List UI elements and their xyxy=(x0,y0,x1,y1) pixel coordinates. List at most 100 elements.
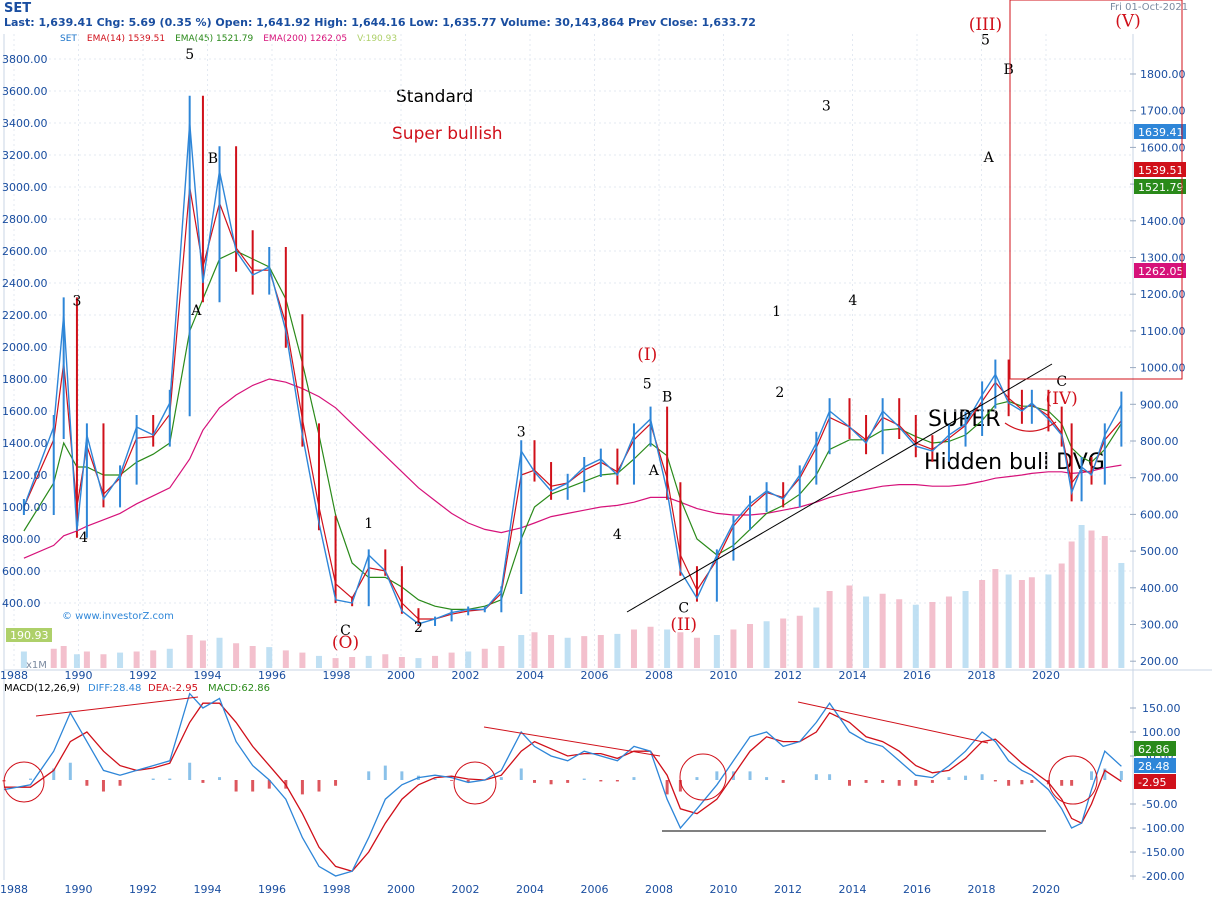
volume-bar xyxy=(415,658,422,668)
volume-bar xyxy=(150,650,157,668)
macd-badge: 28.48 xyxy=(1138,760,1170,773)
volume-bar xyxy=(432,655,439,668)
right-axis-tick: 1000.00 xyxy=(1140,362,1186,375)
axes: 3800.003600.003400.003200.003000.002800.… xyxy=(0,34,1212,896)
volume-bar xyxy=(60,646,67,668)
left-axis-tick: 3400.00 xyxy=(2,117,48,130)
macd-diff-label: DIFF:28.48 xyxy=(88,683,141,694)
volume-bar xyxy=(20,651,27,668)
right-axis-tick: 900.00 xyxy=(1140,398,1179,411)
year-tick-bottom: 2016 xyxy=(903,883,931,896)
volume-bar xyxy=(332,658,339,668)
volume-bar xyxy=(1068,541,1075,668)
right-axis-tick: 1400.00 xyxy=(1140,215,1186,228)
left-axis-tick: 2000.00 xyxy=(2,341,48,354)
macd-divergence-line xyxy=(797,701,989,744)
year-tick: 2004 xyxy=(516,669,544,682)
year-tick: 2010 xyxy=(710,669,738,682)
volume-bar xyxy=(117,652,124,668)
wave-label: 3 xyxy=(72,293,81,309)
wave-label: 1 xyxy=(772,304,781,320)
volume-bar xyxy=(763,621,770,668)
volume-bar xyxy=(992,569,999,668)
macd-dea-label: DEA:-2.95 xyxy=(148,683,198,694)
volume-bar xyxy=(677,632,684,668)
right-axis-tick: 200.00 xyxy=(1140,655,1179,668)
wave-label: 5 xyxy=(981,33,990,49)
year-tick: 2014 xyxy=(839,669,867,682)
year-tick-bottom: 1998 xyxy=(323,883,351,896)
volume-bar xyxy=(249,646,256,668)
volume-bar xyxy=(730,629,737,668)
date-label: Fri 01-Oct-2021 xyxy=(1110,2,1188,13)
year-tick-bottom: 1988 xyxy=(0,883,28,896)
volume-bar xyxy=(796,615,803,668)
volume-bar xyxy=(581,636,588,668)
volume-bar xyxy=(50,648,57,668)
volume-bar xyxy=(133,651,140,668)
volume-badge: 190.93 xyxy=(10,629,49,642)
crossover-circle xyxy=(1048,755,1098,805)
right-axis-tick: 700.00 xyxy=(1140,472,1179,485)
volume-bar xyxy=(912,604,919,668)
volume-bar xyxy=(216,637,223,668)
volume-bar xyxy=(597,635,604,668)
year-tick: 1998 xyxy=(323,669,351,682)
right-axis-tick: 400.00 xyxy=(1140,582,1179,595)
volume-bar xyxy=(962,591,969,668)
crossover-circle xyxy=(3,761,45,803)
volume-bar xyxy=(1058,563,1065,668)
volume-bar xyxy=(498,646,505,668)
volume-bar xyxy=(614,633,621,668)
drawings xyxy=(3,0,1183,832)
price-badge-bg xyxy=(1134,124,1186,139)
wave-label: (II) xyxy=(670,615,697,635)
annotation-hidden-bull: Hidden bull DVG xyxy=(924,450,1105,475)
volume-bar xyxy=(1028,577,1035,668)
left-axis-tick: 2200.00 xyxy=(2,309,48,322)
highlight-box xyxy=(1009,0,1183,380)
left-axis-tick: 400.00 xyxy=(2,597,41,610)
macd-axis-tick: 150.00 xyxy=(1142,702,1181,715)
wave-label: A xyxy=(983,150,995,166)
right-axis-tick: 1700.00 xyxy=(1140,105,1186,118)
year-tick: 2006 xyxy=(581,669,609,682)
macd-axis-tick: -50.00 xyxy=(1142,798,1177,811)
wave-label: 4 xyxy=(848,293,857,309)
wave-label: 5 xyxy=(643,377,652,393)
annotation-super-bullish: Super bullish xyxy=(392,124,503,144)
volume-bar xyxy=(664,629,671,668)
volume-bar xyxy=(879,593,886,668)
volume-bar xyxy=(1045,574,1052,668)
volume-bar xyxy=(1078,525,1085,668)
volume-bar xyxy=(564,637,571,668)
volume-bar xyxy=(826,591,833,668)
volume-bar xyxy=(531,632,538,668)
wave-label: (I) xyxy=(637,345,657,365)
year-tick: 1996 xyxy=(258,669,286,682)
year-tick-bottom: 2018 xyxy=(968,883,996,896)
price-badge-bg xyxy=(1134,263,1186,278)
volume-bar xyxy=(647,626,654,668)
year-tick: 2018 xyxy=(968,669,996,682)
wave-label: 5 xyxy=(185,47,194,63)
left-axis-tick: 1800.00 xyxy=(2,373,48,386)
year-tick-bottom: 2004 xyxy=(516,883,544,896)
right-axis-tick: 300.00 xyxy=(1140,619,1179,632)
volume-bar xyxy=(713,635,720,668)
wave-label: B xyxy=(1003,62,1013,78)
volume-bar xyxy=(548,635,555,668)
right-axis-tick: 1200.00 xyxy=(1140,288,1186,301)
right-axis-tick: 1800.00 xyxy=(1140,68,1186,81)
macd-panel: 150.00100.0050.00-50.00-100.00-150.00-20… xyxy=(2,692,1184,883)
year-tick-bottom: 2000 xyxy=(387,883,415,896)
quote-line: Last: 1,639.41 Chg: 5.69 (0.35 %) Open: … xyxy=(4,16,756,29)
volume-bar xyxy=(465,651,472,668)
legend-item: SET xyxy=(60,34,77,44)
volume-bar xyxy=(481,648,488,668)
year-tick: 1988 xyxy=(0,669,28,682)
volume-bar xyxy=(813,607,820,668)
left-axis-tick: 600.00 xyxy=(2,565,41,578)
volume-bar xyxy=(448,652,455,668)
